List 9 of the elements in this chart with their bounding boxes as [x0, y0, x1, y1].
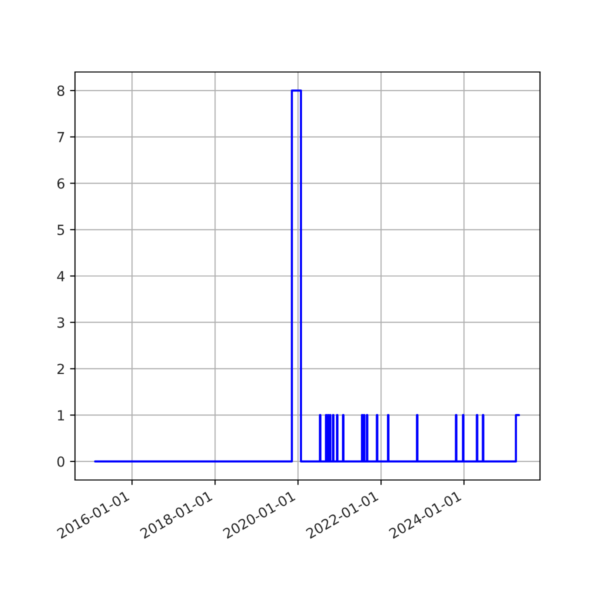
y-tick-label: 6: [57, 178, 64, 189]
y-tick-label: 3: [58, 317, 64, 328]
y-tick-label: 8: [57, 86, 64, 96]
y-tick-label: 1: [58, 410, 64, 420]
y-tick-label: 2: [57, 364, 64, 374]
y-tick-label: 4: [57, 271, 64, 282]
y-tick-label: 7: [58, 132, 64, 142]
y-tick-label: 5: [58, 224, 64, 236]
y-tick-label: 0: [57, 456, 64, 467]
